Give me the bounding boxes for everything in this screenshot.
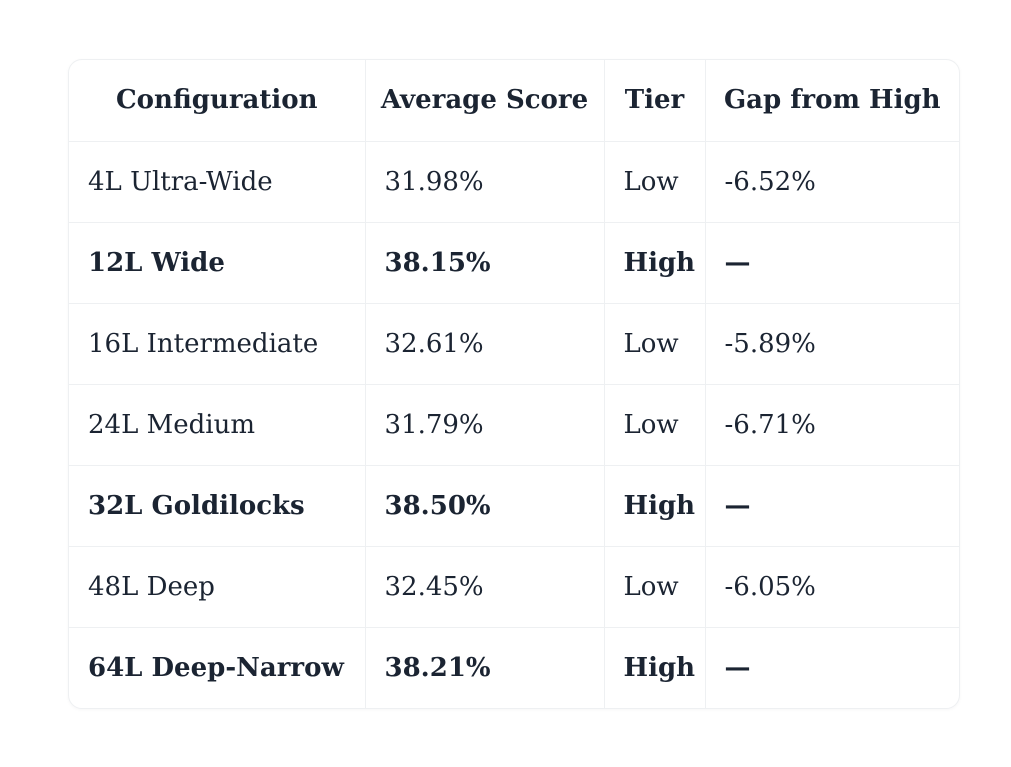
table-cell: -5.89% xyxy=(705,303,959,385)
table-cell: — xyxy=(705,465,959,547)
table-cell: High xyxy=(604,627,706,708)
header-row: Configuration Average Score Tier Gap from H… xyxy=(69,60,959,142)
table-header: Configuration Average Score Tier Gap from H… xyxy=(69,60,959,142)
table-cell: Low xyxy=(604,546,706,628)
table-cell: 32.61% xyxy=(365,303,605,385)
table-cell: 24L Medium xyxy=(69,384,366,466)
table-cell: 38.21% xyxy=(365,627,605,708)
table-cell: Low xyxy=(604,141,706,223)
table-cell: — xyxy=(724,652,751,683)
table-cell: Low xyxy=(604,303,706,385)
configuration-score-table: Configuration Average Score Tier Gap from H… xyxy=(69,60,959,708)
table-cell: -6.05% xyxy=(705,546,959,628)
table-cell: 38.15% xyxy=(365,222,605,304)
column-header: Average Score xyxy=(365,60,605,142)
table-cell: 38.50% xyxy=(365,465,605,547)
column-header: Configuration xyxy=(69,60,366,142)
table-row: 12L Wide 38.15% High — xyxy=(69,222,959,304)
table-cell: -6.52% xyxy=(705,141,959,223)
table-cell: 32.45% xyxy=(365,546,605,628)
table-cell: 64L Deep-Narrow xyxy=(69,627,366,708)
table-cell: 16L Intermediate xyxy=(69,303,366,385)
table-cell: 31.98% xyxy=(365,141,605,223)
table-cell: High xyxy=(604,465,706,547)
column-header: Tier xyxy=(604,60,706,142)
table-row: 48L Deep 32.45% Low -6.05% xyxy=(69,546,959,628)
table-row: 32L Goldilocks 38.50% High — xyxy=(69,465,959,547)
column-header: Gap from High xyxy=(705,60,959,142)
table-body: 4L Ultra-Wide 31.98% Low -6.52% 12L Wide 38.1… xyxy=(69,141,959,708)
table-cell: 32L Goldilocks xyxy=(69,465,366,547)
table-row: 64L Deep-Narrow 38.21% High — xyxy=(69,627,959,708)
table-cell: High xyxy=(604,222,706,304)
table-row: 24L Medium 31.79% Low -6.71% xyxy=(69,384,959,466)
table-row: 4L Ultra-Wide 31.98% Low -6.52% xyxy=(69,141,959,223)
table-row: 16L Intermediate 32.61% Low -5.89% xyxy=(69,303,959,385)
table-cell: -6.71% xyxy=(705,384,959,466)
table-cell: 12L Wide xyxy=(69,222,366,304)
table-cell: Low xyxy=(604,384,706,466)
table-cell: 4L Ultra-Wide xyxy=(69,141,366,223)
table-cell: — xyxy=(705,222,959,304)
table-cell: 48L Deep xyxy=(69,546,366,628)
table-card: Configuration Average Score Tier Gap from H… xyxy=(68,59,960,709)
table-cell: 31.79% xyxy=(365,384,605,466)
